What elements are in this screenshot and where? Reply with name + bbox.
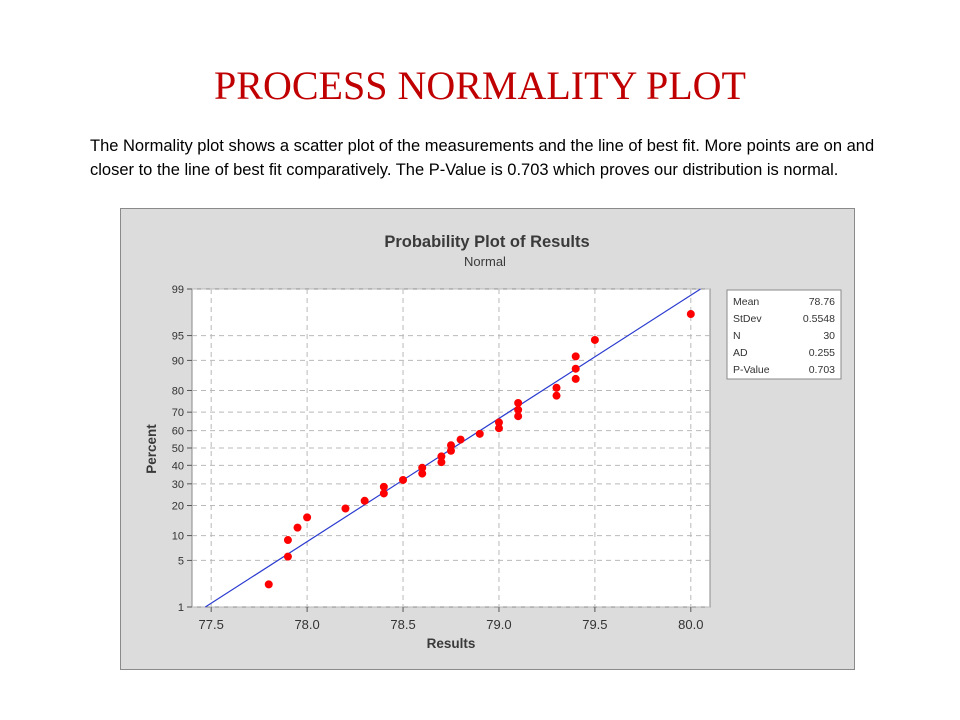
data-point — [437, 452, 446, 461]
data-point — [571, 352, 580, 361]
stats-box — [726, 289, 842, 380]
probability-plot-svg: Probability Plot of Results Normal 77.5 7… — [144, 233, 842, 651]
data-point — [341, 504, 350, 513]
stats-value: 0.5548 — [803, 313, 835, 325]
data-point — [418, 463, 427, 472]
stats-label: N — [733, 330, 741, 342]
stats-label: AD — [733, 347, 748, 359]
data-point — [456, 435, 465, 444]
axis-ticks: 77.5 78.0 78.5 79.0 79.5 80.0 1 5 10 20 30 40 50 60 70… — [172, 284, 704, 632]
y-tick-label: 90 — [172, 355, 184, 367]
y-tick-label: 60 — [172, 426, 184, 438]
data-point — [360, 496, 369, 505]
x-tick-label: 77.5 — [199, 617, 224, 632]
y-tick-label: 40 — [172, 460, 184, 472]
x-tick-label: 79.0 — [486, 617, 511, 632]
y-tick-label: 5 — [178, 555, 184, 567]
x-axis-label: Results — [427, 636, 476, 651]
y-tick-label: 99 — [172, 284, 184, 296]
probability-plot-figure: Probability Plot of Results Normal 77.5 7… — [120, 208, 855, 670]
data-point — [447, 446, 455, 455]
data-point — [437, 458, 446, 467]
y-tick-label: 10 — [172, 531, 184, 543]
y-tick-label: 50 — [172, 443, 184, 455]
stats-value: 78.76 — [809, 296, 835, 308]
data-point — [514, 405, 523, 414]
data-point — [514, 398, 523, 407]
stats-label: Mean — [733, 296, 759, 308]
stats-label: StDev — [733, 313, 762, 325]
y-tick-label: 80 — [172, 385, 184, 397]
data-point — [590, 335, 599, 344]
x-tick-label: 78.0 — [294, 617, 319, 632]
data-point — [494, 418, 503, 427]
x-tick-label: 80.0 — [678, 617, 703, 632]
data-point — [283, 552, 292, 561]
data-point — [514, 412, 523, 421]
data-point — [293, 523, 302, 532]
stats-value: 30 — [823, 330, 835, 342]
slide-title: PROCESS NORMALITY PLOT — [214, 63, 746, 108]
data-point — [552, 383, 561, 392]
data-point — [552, 391, 561, 400]
y-tick-label: 95 — [172, 331, 184, 343]
data-point — [494, 424, 503, 433]
data-point — [418, 469, 427, 478]
y-tick-label: 20 — [172, 501, 184, 513]
stats-label: P-Value — [733, 364, 770, 376]
data-point — [686, 310, 695, 319]
y-tick-label: 1 — [178, 602, 184, 614]
data-point — [571, 374, 580, 383]
y-tick-label: 70 — [172, 407, 184, 419]
x-tick-label: 79.5 — [582, 617, 607, 632]
slide-description: The Normality plot shows a scatter plot … — [90, 137, 875, 179]
stats-value: 0.703 — [809, 364, 835, 376]
y-axis-label: Percent — [144, 424, 159, 474]
stats-table: Mean 78.76 StDev 0.5548 N 30 AD 0.255 P-Value 0.7… — [733, 296, 835, 376]
data-point — [447, 441, 455, 450]
x-tick-label: 78.5 — [390, 617, 415, 632]
data-points — [264, 310, 695, 589]
data-point — [379, 482, 388, 491]
y-tick-label: 30 — [172, 479, 184, 491]
grid-lines — [192, 288, 710, 608]
data-point — [379, 489, 388, 498]
data-point — [303, 513, 312, 522]
data-point — [264, 580, 273, 589]
stats-value: 0.255 — [809, 347, 835, 359]
data-point — [399, 475, 408, 484]
chart-subtitle: Normal — [464, 254, 506, 269]
chart-title: Probability Plot of Results — [384, 233, 589, 251]
data-point — [283, 536, 292, 545]
data-point — [571, 364, 580, 373]
data-point — [475, 429, 484, 438]
